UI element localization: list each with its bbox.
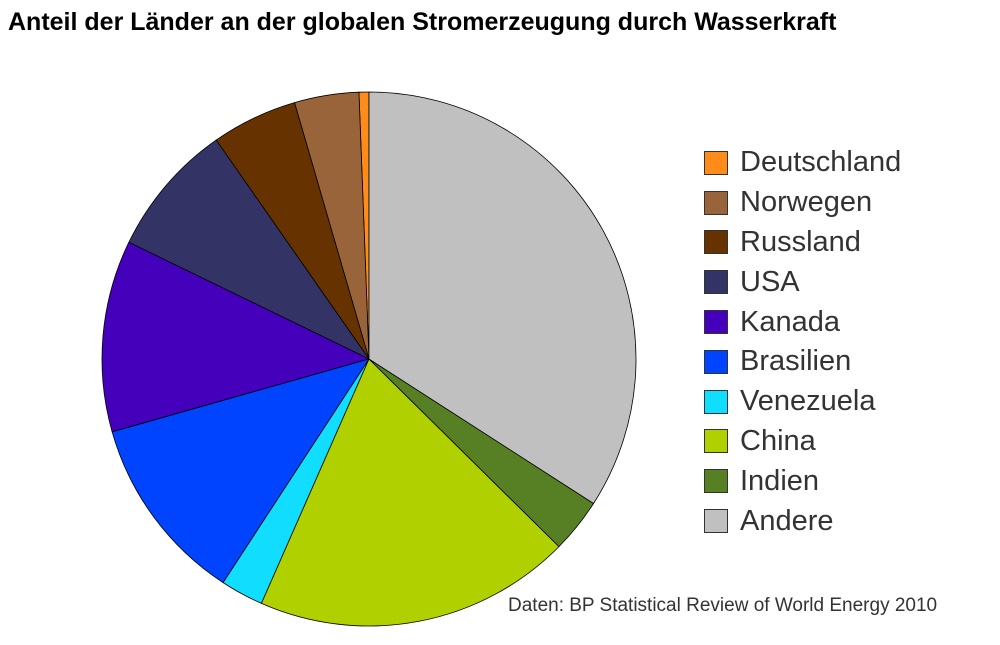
legend-swatch	[704, 469, 728, 494]
pie-slice-usa	[128, 139, 371, 361]
legend-swatch	[704, 270, 728, 295]
source-note: Daten: BP Statistical Review of World En…	[508, 595, 938, 616]
chart-title: Anteil der Länder an der globalen Strome…	[8, 8, 837, 36]
legend-item-andere: Andere	[704, 501, 901, 541]
legend-item-deutschland: Deutschland	[704, 143, 901, 183]
legend-swatch	[704, 429, 728, 454]
legend-label: Deutschland	[740, 146, 902, 179]
legend-label: Indien	[740, 464, 820, 497]
legend-swatch	[704, 349, 728, 374]
pie-chart	[101, 91, 637, 627]
legend-item-brasilien: Brasilien	[704, 342, 901, 382]
legend-item-russland: Russland	[704, 223, 901, 263]
legend-swatch	[704, 190, 728, 215]
pie-slice-kanada	[101, 241, 371, 433]
legend-label: Venezuela	[740, 385, 876, 418]
legend-swatch	[704, 389, 728, 414]
legend-label: Norwegen	[740, 186, 873, 219]
legend-item-indien: Indien	[704, 461, 901, 501]
pie-slice-andere	[368, 91, 637, 505]
legend-label: Brasilien	[740, 345, 852, 378]
legend-swatch	[704, 150, 728, 175]
legend-item-kanada: Kanada	[704, 302, 901, 342]
legend-item-china: China	[704, 422, 901, 462]
legend-item-usa: USA	[704, 262, 901, 302]
pie-slice-china	[260, 358, 560, 627]
legend-label: China	[740, 424, 816, 457]
legend-swatch	[704, 509, 728, 534]
legend-swatch	[704, 310, 728, 335]
legend-swatch	[704, 230, 728, 255]
legend-item-venezuela: Venezuela	[704, 382, 901, 422]
legend-label: Russland	[740, 225, 861, 258]
legend-label: Andere	[740, 504, 834, 537]
legend: Deutschland Norwegen Russland USA Kanada Bras…	[704, 143, 901, 541]
pie-slice-brasilien	[111, 358, 370, 584]
legend-item-norwegen: Norwegen	[704, 183, 901, 223]
legend-label: USA	[740, 265, 800, 298]
legend-label: Kanada	[740, 305, 840, 338]
